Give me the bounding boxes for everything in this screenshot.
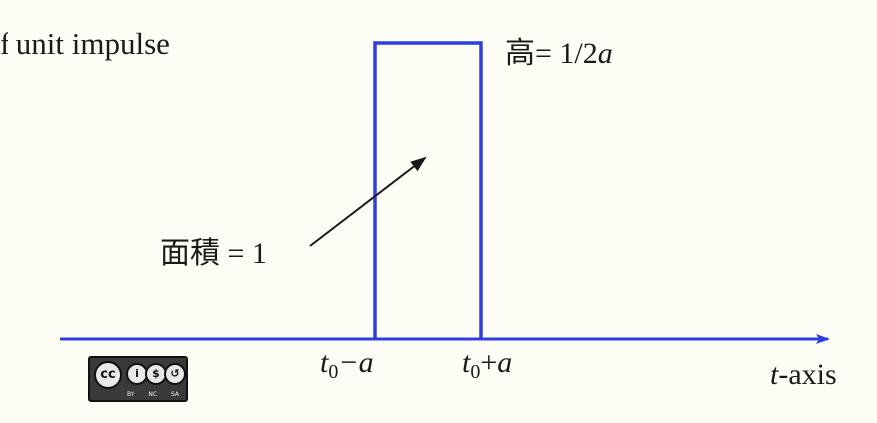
- slide-heading: f unit impulse: [0, 26, 170, 62]
- share-alike-icon: ↺: [164, 363, 186, 385]
- area-pointer-arrow: [309, 156, 427, 247]
- creative-commons-license-badge[interactable]: cc i $ ↺ BY NC SA: [88, 356, 188, 402]
- license-tags: BY NC SA: [120, 391, 186, 398]
- license-tag-sa: SA: [170, 391, 180, 398]
- cc-icon: cc: [94, 361, 122, 389]
- t-axis-label: t-axis: [770, 358, 837, 391]
- pulse-area-label: 面積 = 1: [160, 237, 267, 270]
- right-edge-tick-label: t0+a: [462, 346, 513, 383]
- left-edge-tick-label: t0−a: [320, 346, 374, 383]
- pulse-height-label: 高= 1/2a: [505, 37, 613, 70]
- license-tag-nc: NC: [148, 391, 158, 398]
- heading-text: unit impulse: [15, 26, 170, 61]
- rectangular-pulse: [373, 41, 483, 339]
- clipped-heading-fragment: f: [0, 26, 8, 61]
- license-tag-by: BY: [126, 391, 135, 398]
